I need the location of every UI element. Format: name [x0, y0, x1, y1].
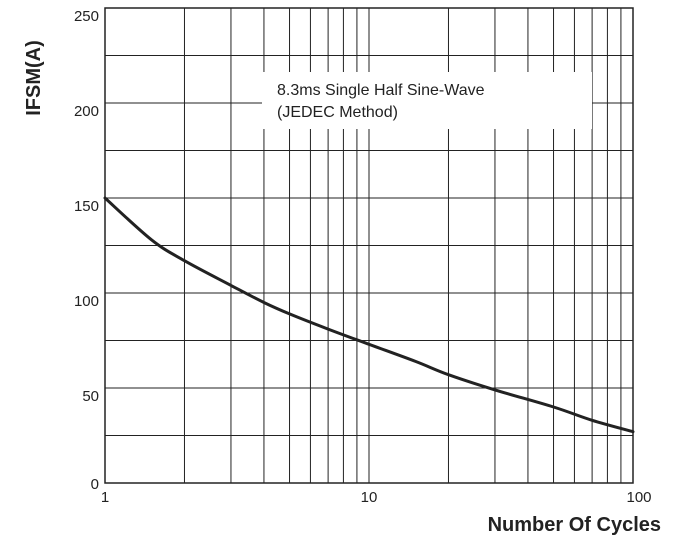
annotation-line-1: 8.3ms Single Half Sine-Wave — [277, 82, 485, 99]
y-tick-label-0: 0 — [91, 476, 99, 493]
x-tick-label-10: 10 — [361, 489, 378, 506]
annotation-box — [262, 72, 592, 129]
x-axis-title: Number Of Cycles — [488, 514, 661, 536]
series-line-0 — [103, 196, 635, 434]
y-axis-title: IFSM(A) — [23, 40, 45, 116]
annotation-line-2: (JEDEC Method) — [277, 104, 398, 121]
x-tick-label-1: 1 — [101, 489, 109, 506]
y-tick-label-250: 250 — [74, 8, 99, 25]
plot-frame — [104, 7, 634, 484]
y-tick-label-100: 100 — [74, 293, 99, 310]
x-tick-label-100: 100 — [626, 489, 651, 506]
y-tick-label-50: 50 — [82, 388, 99, 405]
y-tick-label-150: 150 — [74, 198, 99, 215]
series-layer — [103, 196, 635, 434]
y-tick-label-200: 200 — [74, 103, 99, 120]
